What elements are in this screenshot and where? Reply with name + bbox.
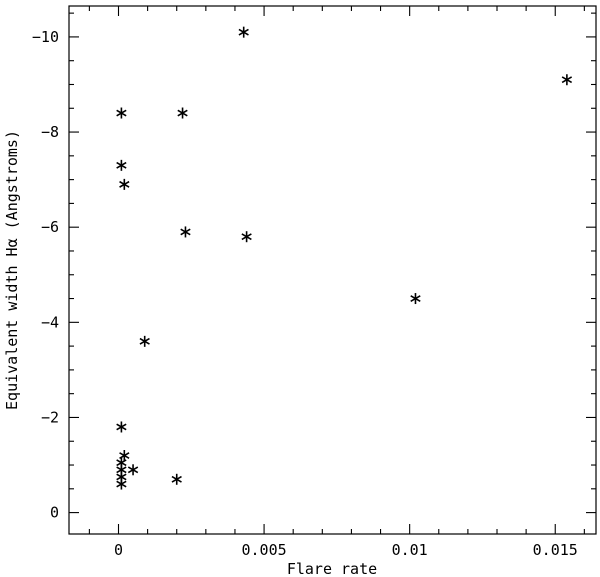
data-point: [119, 178, 130, 190]
data-point: [241, 231, 252, 243]
data-points: [116, 26, 573, 490]
y-tick-label: −4: [41, 313, 59, 331]
y-tick-label: −8: [41, 123, 59, 141]
data-point: [116, 159, 127, 171]
data-point: [180, 226, 191, 238]
data-point: [561, 74, 573, 86]
x-tick-label: 0.01: [392, 541, 428, 559]
data-point: [171, 473, 182, 485]
plot-frame: [68, 5, 597, 535]
data-point: [116, 478, 127, 490]
x-tick-label: 0: [114, 541, 123, 559]
x-axis-label: Flare rate: [287, 560, 377, 577]
data-point: [127, 464, 139, 476]
data-point: [410, 293, 421, 305]
data-point: [238, 26, 249, 38]
data-point: [116, 421, 127, 433]
x-axis-ticks: 0 0.005 0.01 0.015: [88, 6, 585, 559]
y-tick-label: −6: [41, 218, 59, 236]
y-axis-label: Equivalent width Hα (Angstroms): [3, 130, 21, 410]
data-point: [139, 335, 150, 347]
y-tick-label: −2: [41, 408, 59, 426]
data-point: [116, 107, 127, 119]
y-tick-label: 0: [50, 504, 59, 522]
y-axis-ticks: 0 −2 −4 −6 −8 −10: [32, 12, 596, 522]
data-point: [177, 107, 188, 119]
x-tick-label: 0.015: [533, 541, 578, 559]
y-tick-label: −10: [32, 28, 59, 46]
x-tick-label: 0.005: [241, 541, 286, 559]
